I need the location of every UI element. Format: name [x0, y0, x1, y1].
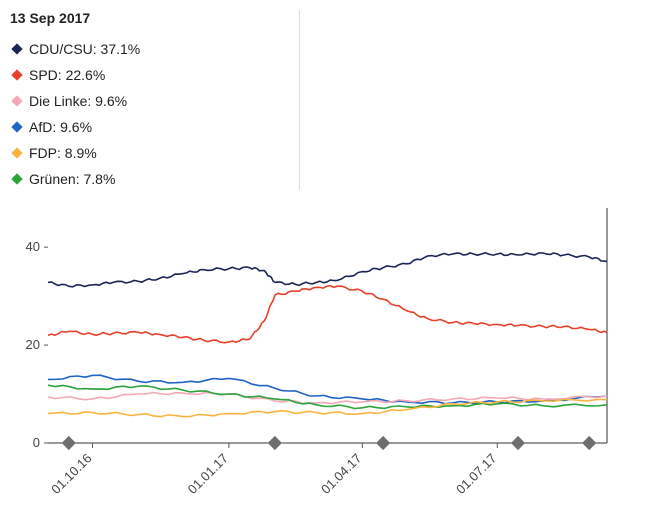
x-tick-label: 01.04.17 [318, 451, 364, 497]
series-line [47, 252, 608, 288]
legend-divider [299, 10, 300, 190]
legend-label: AfD: 9.6% [29, 119, 93, 135]
legend-entry: CDU/CSU: 37.1% [10, 36, 300, 62]
series-line [47, 384, 608, 410]
x-tick-label: 01.10.16 [48, 451, 94, 497]
x-tick-label: 01.01.17 [185, 451, 231, 497]
event-marker-icon [582, 435, 597, 451]
event-marker-icon [510, 435, 526, 451]
series-line [47, 398, 608, 418]
event-marker-icon [267, 435, 282, 451]
series-line [47, 391, 608, 405]
y-tick-label: 20 [26, 337, 40, 352]
legend-date: 13 Sep 2017 [10, 10, 91, 26]
legend-entry: Grünen: 7.8% [10, 166, 300, 192]
x-tick-label: 01.07.17 [453, 451, 499, 497]
legend-entry: FDP: 8.9% [10, 140, 300, 166]
legend-entry: AfD: 9.6% [10, 114, 300, 140]
y-tick-label: 0 [33, 435, 40, 450]
legend: 13 Sep 2017 CDU/CSU: 37.1% SPD: 22.6% Die … [10, 8, 300, 192]
event-marker-icon [61, 435, 76, 451]
legend-label: Die Linke: 9.6% [29, 93, 128, 109]
y-tick-label: 40 [26, 239, 40, 254]
legend-label: SPD: 22.6% [29, 67, 106, 83]
event-marker-icon [376, 435, 391, 451]
legend-entry: Die Linke: 9.6% [10, 88, 300, 114]
legend-label: FDP: 8.9% [29, 145, 97, 161]
legend-label: CDU/CSU: 37.1% [29, 41, 141, 57]
legend-entry: SPD: 22.6% [10, 62, 300, 88]
legend-label: Grünen: 7.8% [29, 171, 116, 187]
series-line [47, 284, 608, 344]
